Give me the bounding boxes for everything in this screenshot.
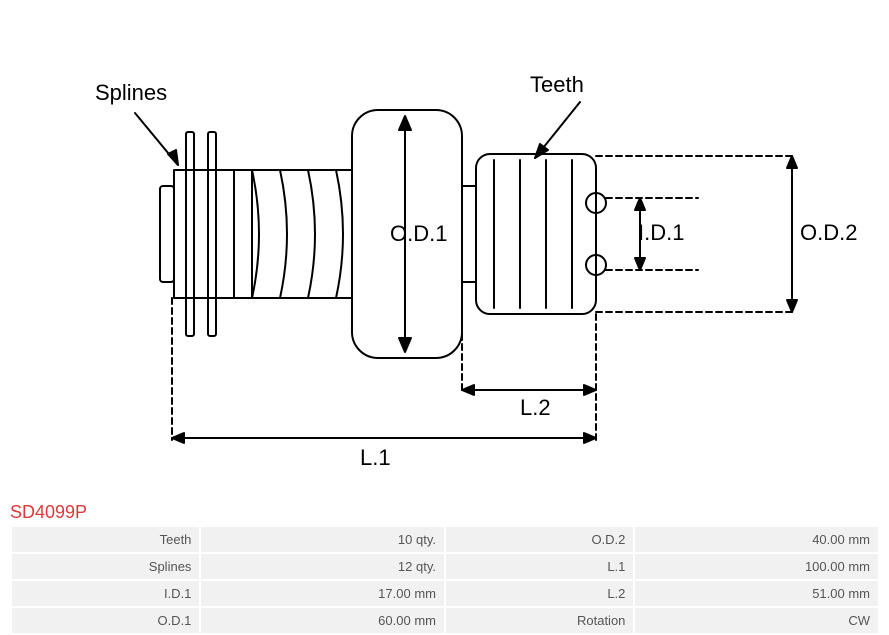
- label-teeth: Teeth: [530, 72, 584, 98]
- table-row: O.D.1 60.00 mm Rotation CW: [12, 608, 878, 633]
- table-row: Teeth 10 qty. O.D.2 40.00 mm: [12, 527, 878, 552]
- spec-key: L.1: [446, 554, 633, 579]
- spec-key: Teeth: [12, 527, 199, 552]
- spec-table: Teeth 10 qty. O.D.2 40.00 mm Splines 12 …: [10, 525, 880, 635]
- spec-val: CW: [635, 608, 878, 633]
- product-code: SD4099P: [10, 502, 87, 523]
- spec-val: 100.00 mm: [635, 554, 878, 579]
- spec-val: 60.00 mm: [201, 608, 444, 633]
- spec-val: 40.00 mm: [635, 527, 878, 552]
- technical-diagram: Splines Teeth O.D.1 I.D.1 O.D.2 L.1 L.2: [80, 50, 850, 480]
- spec-val: 17.00 mm: [201, 581, 444, 606]
- table-row: I.D.1 17.00 mm L.2 51.00 mm: [12, 581, 878, 606]
- label-od1: O.D.1: [390, 221, 447, 247]
- spec-key: L.2: [446, 581, 633, 606]
- spec-val: 51.00 mm: [635, 581, 878, 606]
- label-l1: L.1: [360, 445, 391, 471]
- spec-key: I.D.1: [12, 581, 199, 606]
- label-splines: Splines: [95, 80, 167, 106]
- spec-val: 10 qty.: [201, 527, 444, 552]
- spec-val: 12 qty.: [201, 554, 444, 579]
- table-row: Splines 12 qty. L.1 100.00 mm: [12, 554, 878, 579]
- label-l2: L.2: [520, 395, 551, 421]
- spec-key: Rotation: [446, 608, 633, 633]
- spec-key: O.D.1: [12, 608, 199, 633]
- label-id1: I.D.1: [638, 220, 684, 246]
- spec-key: O.D.2: [446, 527, 633, 552]
- label-od2: O.D.2: [800, 220, 857, 246]
- spec-key: Splines: [12, 554, 199, 579]
- diagram-svg: [80, 50, 850, 480]
